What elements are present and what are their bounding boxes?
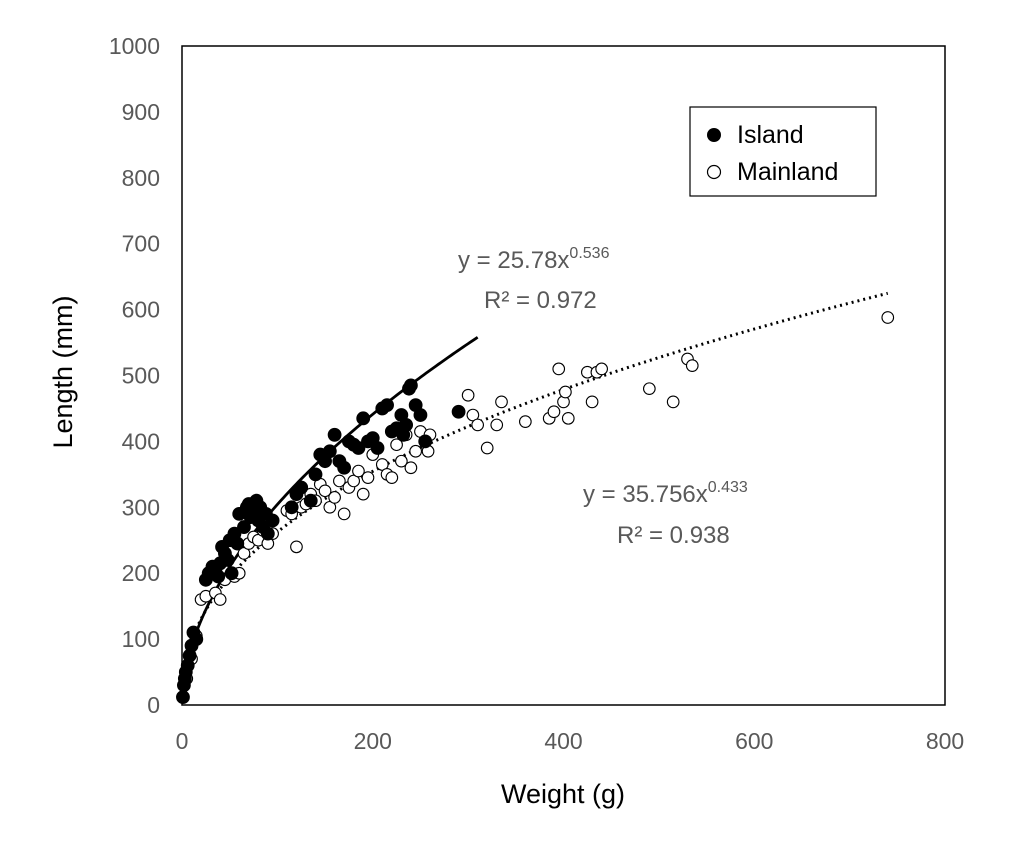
island-point (176, 690, 190, 704)
mainland-point (352, 464, 365, 478)
mainland-point (585, 395, 599, 409)
legend-island-marker (707, 128, 721, 142)
island-point (211, 569, 226, 584)
y-tick-label: 1000 (109, 33, 160, 59)
mainland-point (518, 415, 532, 428)
island-point (230, 536, 245, 551)
mainland-point (385, 471, 399, 484)
mainland-trendline (181, 291, 889, 682)
island-point (337, 460, 352, 475)
mainland-point (559, 385, 572, 399)
island-r2: R² = 0.972 (484, 287, 597, 314)
x-tick-label: 400 (544, 728, 582, 754)
svg-text:y = 25.78x0.536: y = 25.78x0.536 (458, 245, 610, 274)
island-point (327, 427, 342, 442)
mainland-point (356, 487, 370, 501)
mainland-equation: y = 35.756x (583, 481, 708, 508)
legend: Island Mainland (689, 106, 877, 197)
legend-island-label: Island (737, 121, 804, 149)
island-point (224, 566, 239, 581)
island-point (303, 493, 318, 508)
island-equation-label: y = 25.78x0.536 R² = 0.972 (458, 245, 610, 314)
mainland-point (337, 507, 351, 521)
mainland-point (361, 471, 375, 484)
y-tick-label: 200 (122, 560, 160, 586)
island-point (413, 408, 428, 422)
island-point (370, 441, 385, 455)
island-point (294, 480, 309, 495)
trendlines (181, 291, 889, 689)
x-tick-label: 0 (176, 728, 189, 754)
mainland-point (409, 444, 423, 458)
mainland-point (666, 395, 680, 409)
island-point (351, 441, 366, 455)
y-tick-label: 300 (122, 494, 160, 520)
svg-text:y = 35.756x0.433: y = 35.756x0.433 (583, 479, 748, 508)
mainland-point (495, 395, 508, 409)
mainland-point (561, 411, 575, 425)
y-tick-label: 400 (122, 428, 160, 454)
island-point (380, 398, 394, 413)
island-point (284, 500, 299, 515)
mainland-point (490, 418, 504, 432)
x-axis-ticks: 0 200 400 600 800 (176, 728, 965, 754)
legend-mainland-label: Mainland (737, 158, 838, 186)
y-tick-label: 800 (122, 165, 160, 191)
mainland-r2: R² = 0.938 (617, 522, 730, 549)
y-tick-label: 500 (122, 363, 160, 389)
mainland-point (642, 382, 656, 396)
x-tick-label: 600 (735, 728, 773, 754)
island-equation: y = 25.78x (458, 247, 569, 274)
y-tick-label: 600 (122, 297, 160, 323)
x-axis-title: Weight (g) (501, 779, 625, 809)
mainland-point (213, 593, 227, 606)
mainland-points (180, 311, 895, 685)
y-tick-label: 700 (122, 231, 160, 257)
mainland-point (390, 438, 403, 452)
mainland-point (395, 454, 408, 468)
y-axis-ticks: 0 100 200 300 400 500 600 700 800 900 1000 (109, 33, 160, 718)
y-axis-title: Length (mm) (48, 295, 78, 448)
mainland-point (328, 491, 341, 504)
island-exponent: 0.536 (569, 245, 609, 262)
island-point (260, 526, 275, 541)
island-points (176, 378, 466, 704)
mainland-point (547, 405, 561, 419)
island-point (399, 418, 414, 432)
island-point (237, 520, 251, 534)
mainland-exponent: 0.433 (708, 479, 748, 496)
mainland-point (404, 461, 418, 475)
mainland-point (333, 474, 346, 488)
mainland-point (461, 388, 475, 402)
x-tick-label: 800 (926, 728, 964, 754)
plot-area-frame (181, 45, 946, 706)
mainland-point (471, 418, 485, 432)
y-tick-label: 900 (122, 99, 160, 125)
legend-mainland-marker (706, 164, 722, 180)
island-point (189, 632, 204, 646)
island-point (418, 434, 433, 449)
mainland-point (318, 484, 332, 498)
island-point (403, 378, 418, 393)
mainland-equation-label: y = 35.756x0.433 R² = 0.938 (583, 479, 748, 549)
y-tick-label: 0 (147, 692, 160, 718)
island-point (220, 553, 235, 567)
island-point (451, 404, 466, 419)
mainland-point (552, 362, 566, 376)
island-point (265, 513, 280, 528)
mainland-point (595, 362, 609, 376)
island-point (308, 467, 323, 482)
y-tick-label: 100 (122, 626, 160, 652)
island-point (356, 411, 371, 426)
legend-box (689, 106, 877, 197)
mainland-point (480, 441, 494, 455)
island-point (322, 444, 337, 459)
mainland-point (290, 540, 303, 554)
mainland-point (881, 311, 895, 324)
mainland-point (685, 359, 699, 372)
x-tick-label: 200 (354, 728, 392, 754)
